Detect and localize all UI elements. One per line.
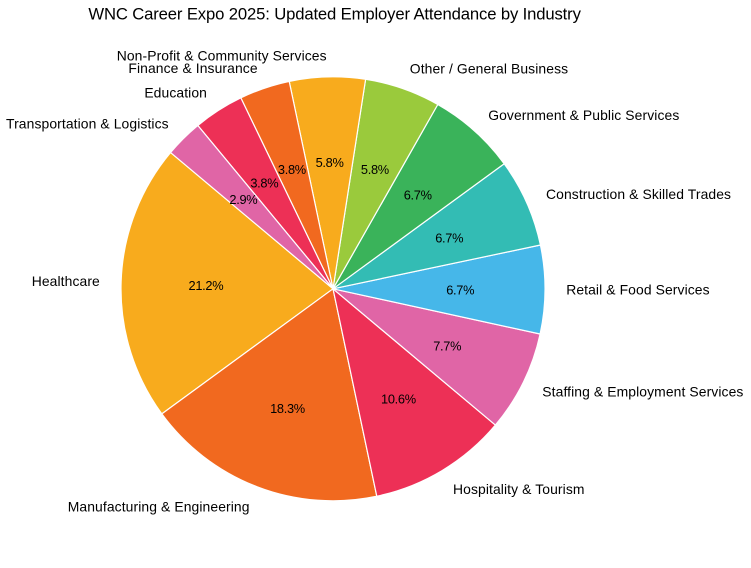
svg-text:3.8%: 3.8% [278, 162, 306, 177]
svg-text:6.7%: 6.7% [404, 187, 432, 202]
svg-text:Healthcare: Healthcare [32, 273, 100, 289]
svg-text:5.8%: 5.8% [361, 162, 389, 177]
svg-text:3.8%: 3.8% [250, 175, 278, 190]
svg-text:2.9%: 2.9% [229, 192, 257, 207]
svg-text:Transportation & Logistics: Transportation & Logistics [6, 115, 169, 131]
svg-text:7.7%: 7.7% [433, 338, 461, 353]
svg-text:Retail & Food Services: Retail & Food Services [566, 282, 709, 298]
svg-text:Construction & Skilled Trades: Construction & Skilled Trades [546, 186, 731, 202]
svg-text:Other / General Business: Other / General Business [410, 61, 568, 77]
svg-text:Non-Profit & Community Service: Non-Profit & Community Services [117, 48, 327, 64]
svg-text:Education: Education [144, 85, 207, 101]
svg-text:WNC Career Expo 2025: Updated: WNC Career Expo 2025: Updated Employer A… [88, 5, 581, 24]
svg-text:6.7%: 6.7% [446, 283, 474, 298]
svg-text:18.3%: 18.3% [270, 401, 305, 416]
svg-text:6.7%: 6.7% [435, 231, 463, 246]
svg-text:Manufacturing & Engineering: Manufacturing & Engineering [68, 499, 250, 515]
svg-text:Finance & Insurance: Finance & Insurance [128, 60, 257, 76]
svg-text:Staffing & Employment Services: Staffing & Employment Services [542, 384, 743, 400]
svg-text:Government & Public Services: Government & Public Services [488, 107, 679, 123]
svg-text:10.6%: 10.6% [381, 391, 416, 406]
svg-text:21.2%: 21.2% [189, 278, 224, 293]
svg-text:Hospitality & Tourism: Hospitality & Tourism [453, 481, 585, 497]
svg-text:5.8%: 5.8% [316, 155, 344, 170]
